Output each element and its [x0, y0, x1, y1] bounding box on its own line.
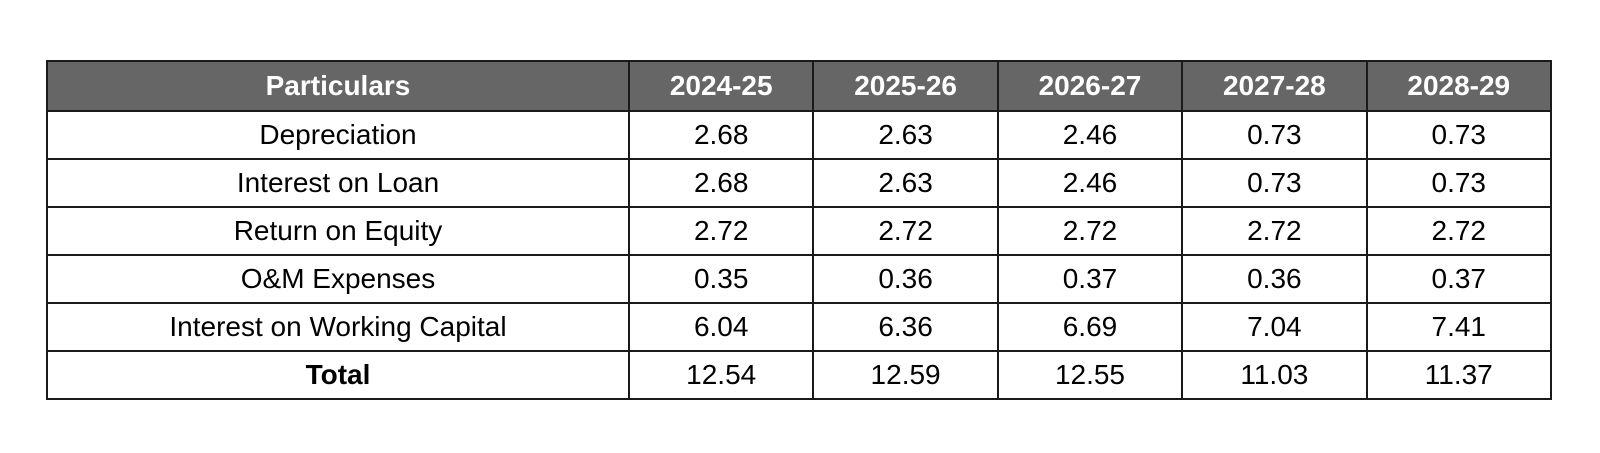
row-label: Interest on Working Capital	[46, 302, 630, 352]
table-row: Interest on Working Capital 6.04 6.36 6.…	[46, 302, 1552, 352]
total-row: Total 12.54 12.59 12.55 11.03 11.37	[46, 350, 1552, 400]
cell-value: 0.73	[1181, 158, 1368, 208]
header-year: 2024-25	[627, 60, 815, 112]
cell-value: 2.72	[1181, 206, 1368, 256]
cell-value: 6.69	[996, 302, 1184, 352]
cell-value: 0.35	[627, 254, 815, 304]
cell-value: 0.37	[996, 254, 1184, 304]
header-year: 2025-26	[812, 60, 999, 112]
cell-value: 2.72	[812, 206, 999, 256]
cell-value: 0.36	[1181, 254, 1368, 304]
cell-value: 2.72	[996, 206, 1184, 256]
cell-value: 0.36	[812, 254, 999, 304]
cell-value: 2.68	[627, 158, 815, 208]
header-year: 2026-27	[996, 60, 1184, 112]
cell-value: 2.72	[627, 206, 815, 256]
cell-value: 7.41	[1365, 302, 1552, 352]
total-value: 11.37	[1365, 350, 1552, 400]
header-particulars: Particulars	[46, 60, 630, 112]
cell-value: 2.63	[812, 158, 999, 208]
table-header: Particulars 2024-25 2025-26 2026-27 2027…	[46, 60, 1552, 112]
row-label: Depreciation	[46, 110, 630, 160]
total-value: 12.55	[996, 350, 1184, 400]
data-table: Particulars 2024-25 2025-26 2026-27 2027…	[46, 60, 1552, 400]
row-label: O&M Expenses	[46, 254, 630, 304]
header-row: Particulars 2024-25 2025-26 2026-27 2027…	[46, 60, 1552, 112]
cell-value: 6.04	[627, 302, 815, 352]
cell-value: 2.63	[812, 110, 999, 160]
header-year: 2027-28	[1181, 60, 1368, 112]
cell-value: 0.73	[1181, 110, 1368, 160]
cell-value: 2.72	[1365, 206, 1552, 256]
total-value: 11.03	[1181, 350, 1368, 400]
total-label: Total	[46, 350, 630, 400]
table-body: Depreciation 2.68 2.63 2.46 0.73 0.73 In…	[46, 110, 1552, 400]
total-value: 12.54	[627, 350, 815, 400]
row-label: Interest on Loan	[46, 158, 630, 208]
cell-value: 2.46	[996, 110, 1184, 160]
total-value: 12.59	[812, 350, 999, 400]
table-row: O&M Expenses 0.35 0.36 0.37 0.36 0.37	[46, 254, 1552, 304]
cell-value: 7.04	[1181, 302, 1368, 352]
table-row: Return on Equity 2.72 2.72 2.72 2.72 2.7…	[46, 206, 1552, 256]
cell-value: 0.73	[1365, 110, 1552, 160]
cell-value: 2.68	[627, 110, 815, 160]
table-row: Depreciation 2.68 2.63 2.46 0.73 0.73	[46, 110, 1552, 160]
cell-value: 2.46	[996, 158, 1184, 208]
data-table-container: Particulars 2024-25 2025-26 2026-27 2027…	[46, 60, 1552, 400]
row-label: Return on Equity	[46, 206, 630, 256]
cell-value: 0.73	[1365, 158, 1552, 208]
cell-value: 6.36	[812, 302, 999, 352]
table-row: Interest on Loan 2.68 2.63 2.46 0.73 0.7…	[46, 158, 1552, 208]
header-year: 2028-29	[1365, 60, 1552, 112]
cell-value: 0.37	[1365, 254, 1552, 304]
